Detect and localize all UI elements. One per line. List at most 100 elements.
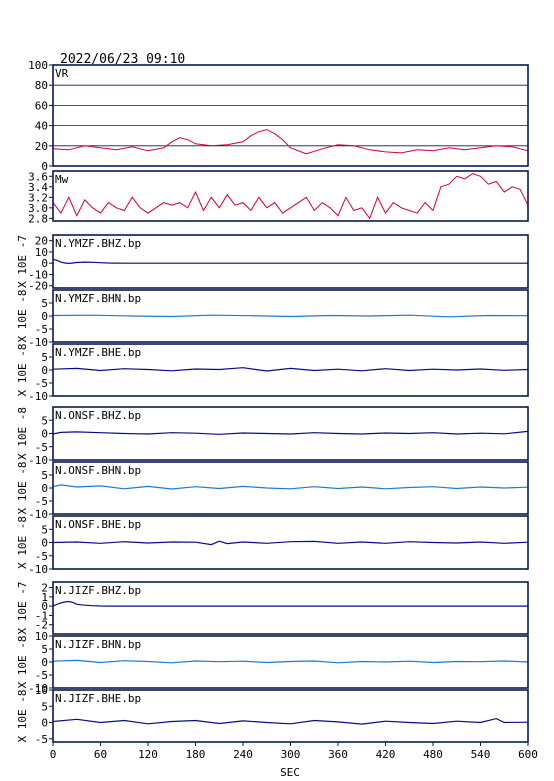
y-tick-label: 10: [35, 684, 48, 697]
y-tick-label: 20: [35, 140, 48, 153]
y-axis-label: X 10E -8: [16, 344, 29, 397]
panel-label: VR: [55, 67, 69, 80]
y-tick-label: 1: [41, 591, 48, 604]
panel-frame: [52, 406, 529, 461]
y-tick-label: -5: [35, 669, 48, 682]
y-tick-label: 5: [41, 297, 48, 310]
panel: -10-505 N.ONSF.BHN.bp X 10E -8: [16, 461, 529, 521]
panel-label: N.YMZF.BHN.bp: [55, 292, 141, 305]
panel-frame: [52, 581, 529, 635]
y-tick-label: 5: [41, 351, 48, 364]
y-tick-label: 0: [41, 310, 48, 323]
panel-label: N.ONSF.BHZ.bp: [55, 409, 141, 422]
y-tick-label: 5: [41, 469, 48, 482]
panel: -10-505 N.ONSF.BHE.bp X 10E -8: [16, 515, 529, 576]
y-tick-label: -5: [35, 323, 48, 336]
y-tick-label: 0: [41, 482, 48, 495]
y-tick-label: 60: [35, 99, 48, 112]
panel-frame: [52, 635, 529, 689]
panel-label: N.YMZF.BHE.bp: [55, 346, 141, 359]
x-tick-label: 600: [518, 748, 538, 761]
panel-frame: [52, 343, 529, 397]
y-tick-label: 5: [41, 414, 48, 427]
series-line: [52, 484, 529, 490]
y-tick-label: 80: [35, 79, 48, 92]
y-tick-label: -20: [28, 280, 48, 293]
panel: -10-505 N.YMZF.BHE.bp X 10E -8: [16, 343, 529, 403]
y-axis-label: X 10E -8: [16, 290, 29, 343]
y-tick-label: -10: [28, 563, 48, 576]
x-tick-label: 420: [376, 748, 396, 761]
panel-frame: [52, 64, 529, 167]
series-line: [52, 367, 529, 372]
y-axis-label: X 10E -7: [16, 235, 29, 288]
x-tick-label: 480: [423, 748, 443, 761]
y-tick-label: -5: [35, 377, 48, 390]
y-tick-label: -10: [28, 454, 48, 467]
y-tick-label: 3.6: [28, 170, 48, 183]
y-tick-label: 20: [35, 235, 48, 248]
x-tick-label: 240: [233, 748, 253, 761]
panel-frame: [52, 234, 529, 289]
y-tick-label: 0: [41, 656, 48, 669]
series-line: [52, 600, 528, 607]
y-axis-label: X 10E -8: [16, 516, 29, 569]
y-tick-label: 5: [41, 523, 48, 536]
series-line: [52, 314, 529, 318]
y-tick-label: -5: [35, 441, 48, 454]
y-tick-label: -10: [28, 682, 48, 695]
y-tick-label: 10: [35, 630, 48, 643]
y-tick-label: -10: [28, 390, 48, 403]
x-tick-label: 360: [328, 748, 348, 761]
panel: -10-505 N.YMZF.BHN.bp X 10E -8: [16, 289, 529, 349]
series-line: [52, 659, 529, 664]
panel-label: N.JIZF.BHZ.bp: [55, 584, 141, 597]
y-tick-label: 2.8: [28, 212, 48, 225]
y-axis-label: X 10E -8: [16, 462, 29, 515]
y-tick-label: 5: [41, 643, 48, 656]
chart-title: 2022/06/23 09:10: [60, 52, 185, 67]
y-axis-label: X 10E -8: [16, 690, 29, 743]
y-tick-label: 3.4: [28, 181, 48, 194]
x-tick-label: 60: [94, 748, 107, 761]
y-tick-label: 3.2: [28, 191, 48, 204]
panel-label: N.YMZF.BHZ.bp: [55, 237, 141, 250]
y-tick-label: 0: [41, 428, 48, 441]
y-tick-label: -10: [28, 336, 48, 349]
y-tick-label: 10: [35, 246, 48, 259]
panel-label: N.ONSF.BHE.bp: [55, 518, 141, 531]
panel: -10-505 N.ONSF.BHZ.bp X 10E -8: [16, 406, 529, 467]
y-tick-label: 0: [41, 600, 48, 613]
y-tick-label: -5: [35, 495, 48, 508]
x-tick-label: 180: [186, 748, 206, 761]
y-tick-label: 2: [41, 582, 48, 595]
y-tick-label: 0: [41, 717, 48, 730]
y-axis-label: X 10E -7: [16, 582, 29, 635]
y-tick-label: 0: [41, 257, 48, 270]
panel-label: N.JIZF.BHN.bp: [55, 638, 141, 651]
y-tick-label: 0: [41, 160, 48, 173]
series-line: [52, 129, 529, 155]
y-tick-label: -1: [35, 609, 48, 622]
panel-frame: [52, 461, 529, 515]
y-tick-label: 100: [28, 59, 48, 72]
y-tick-label: -5: [35, 550, 48, 563]
panel: 2.83.03.23.43.6 Mw: [28, 170, 529, 225]
panel-frame: [52, 289, 529, 343]
y-tick-label: -2: [35, 619, 48, 632]
y-tick-label: 3.0: [28, 202, 48, 215]
y-tick-label: -5: [35, 733, 48, 746]
series-line: [52, 717, 529, 725]
panel-frame: [52, 515, 529, 570]
x-tick-label: 540: [471, 748, 491, 761]
series-line: [52, 258, 528, 265]
y-tick-label: -10: [28, 268, 48, 281]
y-tick-label: 0: [41, 364, 48, 377]
series-line: [52, 173, 529, 220]
y-tick-label: 5: [41, 700, 48, 713]
panel-label: N.JIZF.BHE.bp: [55, 692, 141, 705]
x-axis: 0 60 120 180 240 300 360 420 480 540 600: [50, 742, 538, 761]
